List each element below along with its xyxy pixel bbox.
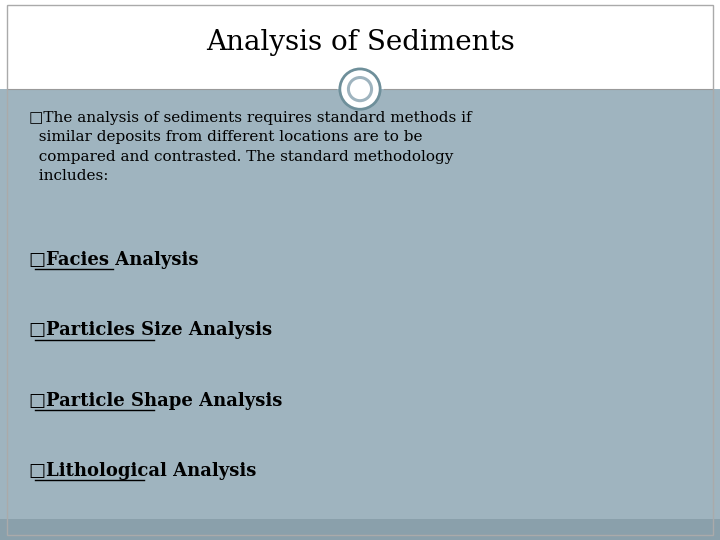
- Ellipse shape: [347, 76, 373, 102]
- Ellipse shape: [340, 69, 380, 109]
- Text: □The analysis of sediments requires standard methods if
  similar deposits from : □The analysis of sediments requires stan…: [29, 111, 472, 183]
- Text: □Particle Shape Analysis: □Particle Shape Analysis: [29, 392, 282, 409]
- FancyBboxPatch shape: [0, 0, 720, 89]
- Ellipse shape: [350, 79, 370, 99]
- FancyBboxPatch shape: [0, 89, 720, 519]
- Text: □Lithological Analysis: □Lithological Analysis: [29, 462, 256, 480]
- Text: □Facies Analysis: □Facies Analysis: [29, 251, 198, 269]
- Text: Analysis of Sediments: Analysis of Sediments: [206, 29, 514, 56]
- FancyBboxPatch shape: [0, 519, 720, 540]
- Text: □Particles Size Analysis: □Particles Size Analysis: [29, 321, 272, 339]
